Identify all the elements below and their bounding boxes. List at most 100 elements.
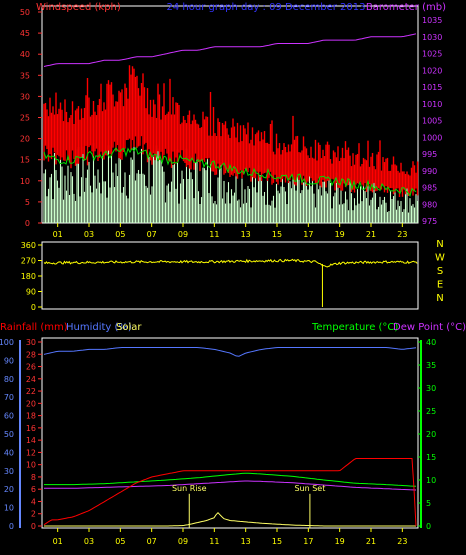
- barometer-tick-label: 1030: [422, 33, 442, 42]
- climate-x-tick-label: 15: [272, 537, 282, 546]
- climate-plot-area: [41, 337, 419, 529]
- wind-tick-label: 50: [20, 8, 30, 17]
- wind-tick-label: 0: [25, 219, 30, 228]
- wind-tick-label: 20: [20, 135, 30, 144]
- rain-tick-label: 30: [26, 338, 36, 347]
- climate-x-tick-label: 03: [84, 537, 94, 546]
- rain-tick-label: 16: [26, 424, 36, 433]
- climate-x-tick-label: 07: [147, 537, 157, 546]
- barometer-tick-label: 1015: [422, 83, 442, 92]
- wind-x-tick-label: 19: [335, 230, 345, 239]
- rain-tick-label: 20: [26, 399, 36, 408]
- temp-tick-label: 35: [426, 361, 436, 370]
- rain-tick-label: 4: [31, 497, 36, 506]
- humidity-tick-label: 50: [4, 430, 14, 439]
- wind-tick-label: 35: [20, 71, 30, 80]
- wind-tick-label: 40: [20, 50, 30, 59]
- temp-tick-label: 0: [426, 522, 431, 531]
- temp-tick-label: 25: [426, 407, 436, 416]
- direction-tick-label: 180: [21, 272, 36, 281]
- humidity-tick-label: 30: [4, 467, 14, 476]
- rain-tick-label: 18: [26, 412, 36, 421]
- humidity-tick-label: 0: [9, 522, 14, 531]
- wind-tick-label: 10: [20, 177, 30, 186]
- wind-x-tick-label: 05: [115, 230, 125, 239]
- rain-tick-label: 14: [26, 436, 36, 445]
- compass-label: E: [437, 280, 443, 291]
- rainfall-line: [43, 458, 417, 527]
- wind-x-tick-label: 01: [53, 230, 63, 239]
- compass-label: S: [437, 266, 443, 277]
- wind-x-tick-label: 21: [366, 230, 376, 239]
- barometer-tick-label: 1020: [422, 66, 442, 75]
- rain-tick-label: 6: [31, 485, 36, 494]
- direction-plot-area: [41, 241, 419, 310]
- humidity-tick-label: 20: [4, 485, 14, 494]
- humidity-axis-label: Humidity (%): [66, 322, 132, 333]
- humidity-tick-label: 100: [0, 338, 14, 347]
- humidity-tick-label: 60: [4, 412, 14, 421]
- rainfall-axis-label: Rainfall (mm): [0, 322, 68, 333]
- wind-x-tick-label: 17: [303, 230, 313, 239]
- barometer-axis-label: Barometer (mb): [366, 2, 446, 13]
- wind-x-tick-label: 07: [147, 230, 157, 239]
- compass-label: N: [436, 239, 443, 250]
- humidity-tick-label: 90: [4, 356, 14, 365]
- sun-marker-label: Sun Set: [294, 484, 325, 493]
- barometer-tick-label: 995: [422, 150, 437, 159]
- average-wind-line: [43, 146, 417, 197]
- rain-tick-label: 8: [31, 473, 36, 482]
- temp-tick-label: 30: [426, 384, 436, 393]
- rain-tick-label: 26: [26, 363, 36, 372]
- dewpoint-line: [44, 480, 417, 491]
- wind-tick-label: 15: [20, 156, 30, 165]
- climate-x-tick-label: 23: [397, 537, 407, 546]
- climate-x-tick-label: 13: [241, 537, 251, 546]
- wind-x-tick-label: 03: [84, 230, 94, 239]
- direction-tick-label: 270: [21, 257, 36, 266]
- climate-x-tick-label: 17: [303, 537, 313, 546]
- barometer-tick-label: 980: [422, 200, 437, 209]
- rain-tick-label: 10: [26, 461, 36, 470]
- rain-tick-label: 2: [31, 510, 36, 519]
- wind-tick-label: 5: [25, 198, 30, 207]
- barometer-tick-label: 1025: [422, 50, 442, 59]
- barometer-line: [43, 33, 417, 67]
- barometer-tick-label: 1005: [422, 117, 442, 126]
- wind-tick-label: 30: [20, 92, 30, 101]
- rain-tick-label: 22: [26, 387, 36, 396]
- direction-tick-label: 360: [21, 241, 36, 250]
- humidity-tick-label: 70: [4, 393, 14, 402]
- direction-tick-label: 90: [26, 288, 36, 297]
- wind-x-tick-label: 15: [272, 230, 282, 239]
- rain-tick-label: 24: [26, 375, 36, 384]
- barometer-tick-label: 990: [422, 167, 437, 176]
- temp-tick-label: 15: [426, 453, 436, 462]
- climate-x-tick-label: 05: [115, 537, 125, 546]
- wind-tick-label: 25: [20, 114, 30, 123]
- sun-marker-label: Sun Rise: [172, 484, 207, 493]
- wind-x-tick-label: 09: [178, 230, 188, 239]
- wind-x-tick-label: 11: [209, 230, 219, 239]
- barometer-tick-label: 1010: [422, 100, 442, 109]
- climate-x-tick-label: 11: [209, 537, 219, 546]
- barometer-tick-label: 1035: [422, 16, 442, 25]
- wind-axis-label: Windspeed (kph): [36, 2, 121, 13]
- temp-tick-label: 20: [426, 430, 436, 439]
- climate-x-tick-label: 09: [178, 537, 188, 546]
- solar-line: [44, 511, 416, 527]
- humidity-tick-label: 80: [4, 375, 14, 384]
- temp-tick-label: 40: [426, 338, 436, 347]
- direction-tick-label: 0: [31, 303, 36, 312]
- barometer-tick-label: 975: [422, 217, 437, 226]
- chart-title: 24 hour graph day : 09 December 2013: [167, 2, 366, 13]
- dewpoint-axis-label: Dew Point (°C): [393, 322, 466, 333]
- temp-tick-label: 10: [426, 476, 436, 485]
- temperature-axis-label: Temperature (°C): [311, 322, 398, 333]
- climate-x-tick-label: 01: [53, 537, 63, 546]
- rain-tick-label: 28: [26, 350, 36, 359]
- compass-label: W: [435, 253, 445, 264]
- barometer-tick-label: 1000: [422, 133, 442, 142]
